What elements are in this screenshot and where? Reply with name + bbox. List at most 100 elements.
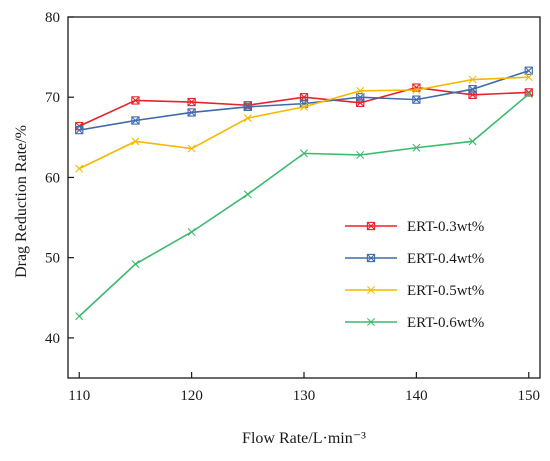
x-tick-label: 120 [180,388,203,404]
marker-cross [468,85,477,94]
marker-square [243,102,252,111]
data-point [75,125,84,135]
data-point [524,73,533,82]
series-ERT-0.5wt% [75,73,533,173]
legend-swatch-marker [367,286,375,294]
data-point [131,260,140,269]
marker-cross [131,96,140,105]
marker-cross [367,286,375,294]
data-point [524,90,533,99]
y-tick-label: 80 [45,10,60,26]
data-point [412,95,421,104]
marker-square [299,93,309,102]
marker-square [412,83,421,92]
data-point [524,88,533,97]
data-point [75,164,84,173]
data-point [412,86,421,94]
marker-square [412,95,421,104]
data-point [243,114,252,123]
marker-cross [243,114,252,123]
marker-cross [468,75,477,84]
data-point [131,96,140,105]
marker-square [356,98,365,107]
data-point [131,137,140,146]
marker-cross [187,108,196,117]
marker-square [131,96,140,105]
marker-square [131,116,140,125]
marker-square [524,66,533,75]
marker-cross [367,254,375,262]
marker-cross [367,318,375,326]
data-point [131,116,140,125]
legend-swatch-marker [367,318,375,326]
marker-cross [131,137,140,146]
x-tick-label: 140 [405,388,428,404]
marker-square [468,90,477,99]
data-point [187,144,196,153]
marker-cross [468,137,477,146]
data-point [356,93,365,102]
data-point [412,143,421,152]
marker-cross [187,228,196,236]
data-point [243,190,252,199]
data-point [356,86,365,95]
marker-square [366,253,376,263]
marker-cross [75,126,84,135]
marker-cross [243,190,252,199]
marker-cross [187,144,196,153]
data-point [187,108,196,117]
y-tick-label: 40 [45,331,60,347]
data-point [356,150,365,159]
marker-cross [412,86,421,94]
data-point [243,102,252,111]
marker-cross [412,95,421,104]
y-tick-label: 70 [45,90,60,106]
plot-area [75,66,533,321]
marker-square [468,85,477,94]
legend-label: ERT-0.6wt% [407,315,484,331]
data-point [75,312,84,321]
legend-item: ERT-0.3wt% [345,219,484,235]
marker-cross [131,116,140,125]
marker-cross [412,143,421,152]
marker-cross [75,164,84,173]
series-ERT-0.6wt% [75,90,533,321]
marker-square [187,97,196,107]
data-point [300,102,308,111]
marker-cross [524,90,533,99]
legend-item: ERT-0.4wt% [345,251,484,267]
marker-square [187,108,196,117]
marker-cross [75,312,84,321]
legend-item: ERT-0.5wt% [345,283,484,299]
data-point [300,149,308,158]
marker-cross [300,102,308,111]
data-point [468,137,477,146]
marker-cross [356,86,365,95]
marker-cross [243,102,252,111]
data-point [187,228,196,236]
legend-label: ERT-0.3wt% [407,219,484,235]
marker-cross [524,73,533,82]
y-axis-title: Drag Reduction Rate/% [13,125,30,278]
marker-cross [131,260,140,269]
x-tick-label: 150 [518,388,541,404]
data-point [468,75,477,84]
y-tick-label: 50 [45,251,60,267]
y-tick-label: 60 [45,170,60,186]
x-tick-label: 110 [68,388,90,404]
legend-item: ERT-0.6wt% [345,315,484,331]
marker-cross [300,149,308,158]
marker-cross [524,66,533,75]
marker-cross [187,98,196,107]
legend-label: ERT-0.4wt% [407,251,484,267]
marker-cross [356,93,365,102]
axes: 110 120 130 140 150 40 50 60 70 80 [45,10,541,404]
legend-swatch-marker [366,253,376,263]
marker-square [366,221,376,231]
marker-cross [300,99,308,108]
marker-square [356,93,365,102]
legend-swatch-marker [366,221,376,231]
data-point [468,85,477,94]
